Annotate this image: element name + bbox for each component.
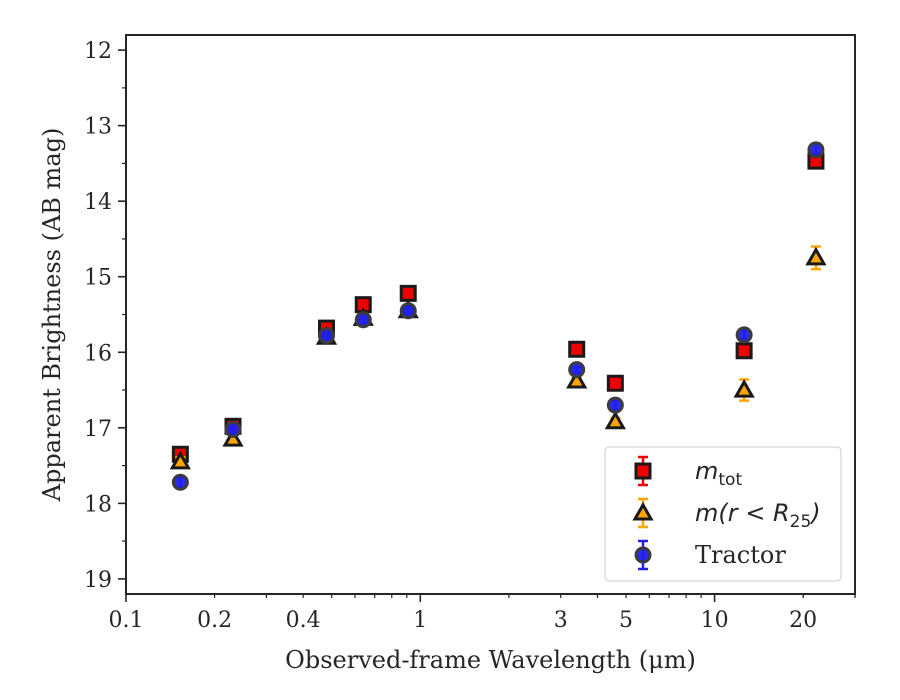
legend-item: mtot [634, 455, 742, 490]
x-tick-label: 20 [789, 608, 817, 633]
series-2 [171, 141, 825, 491]
y-tick-label: 18 [84, 492, 112, 517]
square-marker [606, 374, 624, 392]
circle-marker [568, 361, 586, 379]
x-tick-label: 10 [701, 608, 729, 633]
y-tick-label: 13 [84, 115, 112, 140]
legend-square-marker [634, 462, 652, 480]
legend-triangle-marker [632, 501, 654, 521]
x-tick-label: 0.1 [109, 608, 144, 633]
triangle-marker [566, 369, 588, 389]
x-tick-label: 3 [554, 608, 568, 633]
series-0 [171, 152, 825, 463]
circle-marker [807, 141, 825, 159]
circle-marker [224, 420, 242, 438]
square-marker [568, 340, 586, 358]
series-1 [169, 245, 827, 470]
y-tick-label: 17 [84, 417, 112, 442]
square-marker [399, 284, 417, 302]
y-tick-label: 15 [84, 266, 112, 291]
x-axis-label: Observed-frame Wavelength (μm) [285, 646, 696, 674]
triangle-marker [169, 450, 191, 470]
circle-marker [171, 473, 189, 491]
y-tick-label: 14 [84, 190, 112, 215]
square-marker [735, 342, 753, 360]
legend-label: Tractor [695, 541, 786, 569]
y-tick-label: 16 [84, 341, 112, 366]
triangle-marker [222, 428, 244, 447]
legend-label: mtot [695, 457, 742, 490]
circle-marker [606, 396, 624, 414]
legend: mtot m(r < R25) Tractor [604, 446, 842, 582]
x-tick-label: 0.4 [286, 608, 321, 633]
y-tick-label: 19 [84, 568, 112, 593]
circle-marker [735, 326, 753, 344]
plot-area [169, 141, 827, 491]
legend-circle-marker [634, 546, 652, 564]
x-tick-label: 5 [619, 608, 633, 633]
x-tick-label: 0.2 [197, 608, 232, 633]
legend-item: m(r < R25) [632, 497, 821, 532]
legend-label: m(r < R25) [695, 499, 821, 532]
circle-marker [317, 327, 335, 345]
y-tick-label: 12 [84, 39, 112, 64]
legend-box [604, 446, 842, 582]
triangle-marker [805, 246, 827, 266]
legend-item: Tractor [634, 539, 786, 571]
circle-marker [354, 311, 372, 329]
y-axis-label: Apparent Brightness (AB mag) [38, 128, 66, 503]
x-tick-label: 1 [413, 608, 427, 633]
circle-marker [399, 302, 417, 320]
triangle-marker [604, 410, 626, 430]
triangle-marker [733, 378, 755, 398]
